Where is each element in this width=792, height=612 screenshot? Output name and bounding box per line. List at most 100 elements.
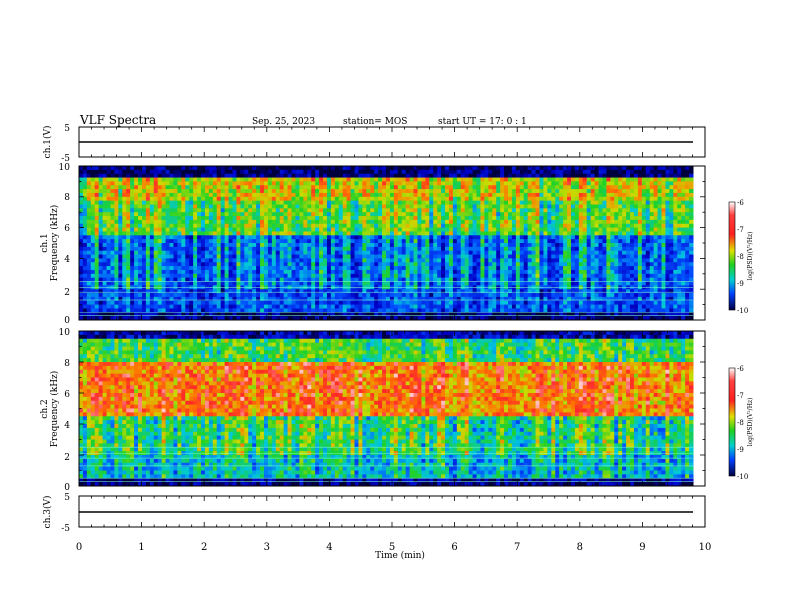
- spectrogram-cell: [330, 231, 336, 236]
- spectrogram-cell: [523, 208, 529, 213]
- spectrogram-cell: [362, 166, 367, 171]
- spectrogram-cell: [409, 254, 415, 259]
- spectrogram-cell: [106, 316, 111, 321]
- spectrogram-cell: [256, 231, 261, 236]
- spectrogram-cell: [448, 177, 454, 182]
- spectrogram-cell: [326, 304, 332, 309]
- spectrogram-cell: [362, 254, 367, 259]
- spectrogram-cell: [271, 196, 277, 202]
- ch1-spectrogram-image: [79, 166, 694, 321]
- spectrogram-cell: [531, 277, 537, 282]
- spectrogram-cell: [153, 296, 159, 302]
- spectrogram-cell: [299, 166, 304, 171]
- spectrogram-cell: [248, 177, 253, 182]
- spectrogram-cell: [94, 216, 100, 221]
- spectrogram-cell: [271, 269, 277, 275]
- spectrogram-cell: [456, 250, 462, 256]
- spectrogram-cell: [283, 181, 289, 186]
- spectrogram-cell: [354, 243, 359, 248]
- spectrogram-cell: [102, 300, 108, 306]
- spectrogram-cell: [319, 200, 324, 205]
- spectrogram-cell: [283, 212, 289, 217]
- spectrogram-cell: [118, 293, 123, 298]
- spectrogram-cell: [303, 300, 308, 306]
- spectrogram-cell: [326, 262, 332, 267]
- spectrogram-cell: [527, 308, 533, 313]
- spectrogram-cell: [118, 177, 123, 182]
- spectrogram-cell: [342, 208, 348, 213]
- spectrogram-cell: [523, 243, 529, 248]
- spectrogram-cell: [165, 227, 171, 232]
- spectrogram-cell: [79, 300, 84, 306]
- spectrogram-cell: [82, 196, 88, 202]
- spectrogram-cell: [267, 169, 273, 175]
- spectrogram-cell: [79, 296, 84, 302]
- spectrogram-cell: [110, 262, 115, 267]
- spectrogram-cell: [555, 189, 560, 194]
- spectrogram-cell: [488, 304, 493, 309]
- spectrogram-cell: [563, 269, 568, 275]
- spectrogram-cell: [413, 235, 418, 240]
- spectrogram-cell: [256, 312, 261, 317]
- spectrogram-cell: [153, 173, 159, 179]
- spectrogram-cell: [90, 300, 96, 306]
- spectrogram-cell: [334, 204, 340, 209]
- spectrogram-cell: [334, 308, 340, 313]
- spectrogram-cell: [161, 227, 167, 232]
- spectrogram-cell: [189, 262, 194, 267]
- spectrogram-cell: [354, 212, 359, 217]
- spectrogram-cell: [173, 254, 178, 259]
- spectrogram-cell: [476, 212, 481, 217]
- spectrogram-cell: [283, 277, 289, 282]
- spectrogram-cell: [409, 212, 415, 217]
- spectrogram-cell: [204, 173, 210, 179]
- spectrogram-cell: [79, 304, 84, 309]
- spectrogram-cell: [338, 243, 344, 248]
- spectrogram-cell: [547, 181, 552, 186]
- spectrogram-cell: [338, 239, 344, 244]
- spectrogram-cell: [232, 200, 237, 205]
- spectrogram-cell: [177, 304, 182, 309]
- spectrogram-cell: [437, 192, 442, 198]
- spectrogram-cell: [141, 300, 147, 306]
- spectrogram-cell: [126, 316, 131, 321]
- spectrogram-cell: [535, 308, 540, 313]
- spectrogram-cell: [504, 235, 509, 240]
- spectrogram-cell: [330, 277, 336, 282]
- spectrogram-cell: [153, 208, 159, 213]
- spectrogram-cell: [236, 166, 241, 171]
- spectrogram-cell: [559, 254, 564, 259]
- spectrogram-cell: [263, 250, 269, 256]
- spectrogram-cell: [559, 166, 564, 171]
- spectrogram-cell: [295, 250, 300, 256]
- spectrogram-cell: [401, 312, 407, 317]
- spectrogram-cell: [118, 273, 123, 279]
- spectrogram-cell: [555, 196, 560, 202]
- spectrogram-cell: [488, 300, 493, 306]
- spectrogram-cell: [488, 223, 493, 229]
- spectrogram-cell: [106, 308, 111, 313]
- spectrogram-cell: [173, 262, 178, 267]
- spectrogram-cell: [386, 216, 391, 221]
- spectrogram-cell: [193, 316, 198, 321]
- spectrogram-cell: [165, 308, 171, 313]
- spectrogram-cell: [370, 231, 375, 236]
- spectrogram-cell: [185, 289, 190, 294]
- spectrogram-cell: [500, 312, 505, 317]
- spectrogram-cell: [417, 243, 422, 248]
- spectrogram-cell: [244, 246, 249, 252]
- spectrogram-cell: [425, 246, 430, 252]
- spectrogram-cell: [303, 189, 308, 194]
- spectrogram-cell: [79, 273, 84, 279]
- spectrogram-cell: [126, 269, 131, 275]
- spectrogram-cell: [287, 204, 293, 209]
- spectrogram-cell: [299, 269, 304, 275]
- spectrogram-cell: [303, 204, 308, 209]
- spectrogram-cell: [118, 269, 123, 275]
- spectrogram-cell: [291, 289, 296, 294]
- spectrogram-cell: [177, 169, 182, 175]
- spectrogram-cell: [157, 262, 163, 267]
- spectrogram-cell: [409, 250, 415, 256]
- spectrogram-cell: [267, 246, 273, 252]
- spectrogram-cell: [378, 296, 383, 302]
